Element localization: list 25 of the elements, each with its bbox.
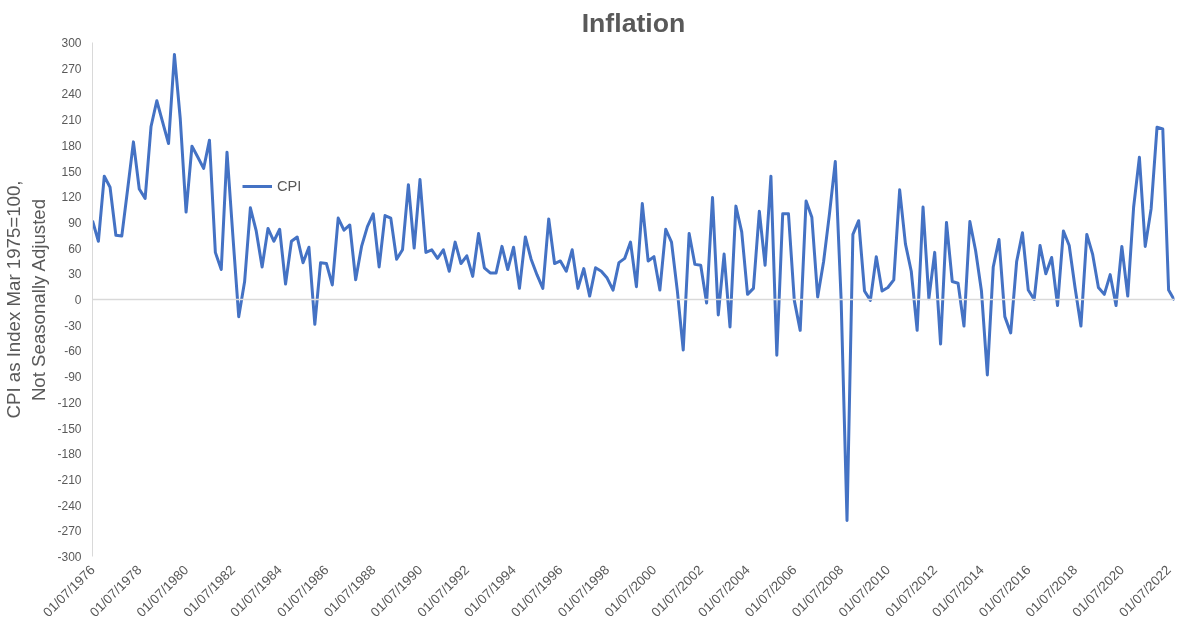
y-tick-label: -60 [64,344,82,359]
y-tick-label: -30 [64,318,82,333]
y-tick-label: 150 [61,164,82,179]
y-tick-label: -90 [64,370,82,385]
y-tick-label: -240 [57,498,82,513]
y-tick-label: -120 [57,395,82,410]
y-tick-label: 300 [61,36,82,50]
y-tick-label: -210 [57,472,82,487]
y-tick-label: 90 [68,215,82,230]
y-tick-label: -270 [57,524,82,539]
y-axis-title: CPI as Index Mar 1975=100, Not Seasonally Adjusted [3,180,50,419]
y-tick-label: 120 [61,190,82,205]
y-tick-label: 210 [61,113,82,128]
y-tick-label: 60 [68,241,82,256]
chart-title: Inflation [581,7,686,38]
y-tick-label: 30 [68,267,82,282]
y-tick-label: -180 [57,447,82,462]
y-tick-label: 240 [61,87,82,102]
y-tick-label: -300 [57,550,82,564]
y-tick-label: -150 [57,421,82,436]
y-tick-label: 0 [74,293,82,307]
y-tick-label: 270 [61,61,82,76]
legend-label: CPI [277,178,302,194]
y-tick-label: 180 [61,138,82,153]
line-series [92,52,1175,523]
